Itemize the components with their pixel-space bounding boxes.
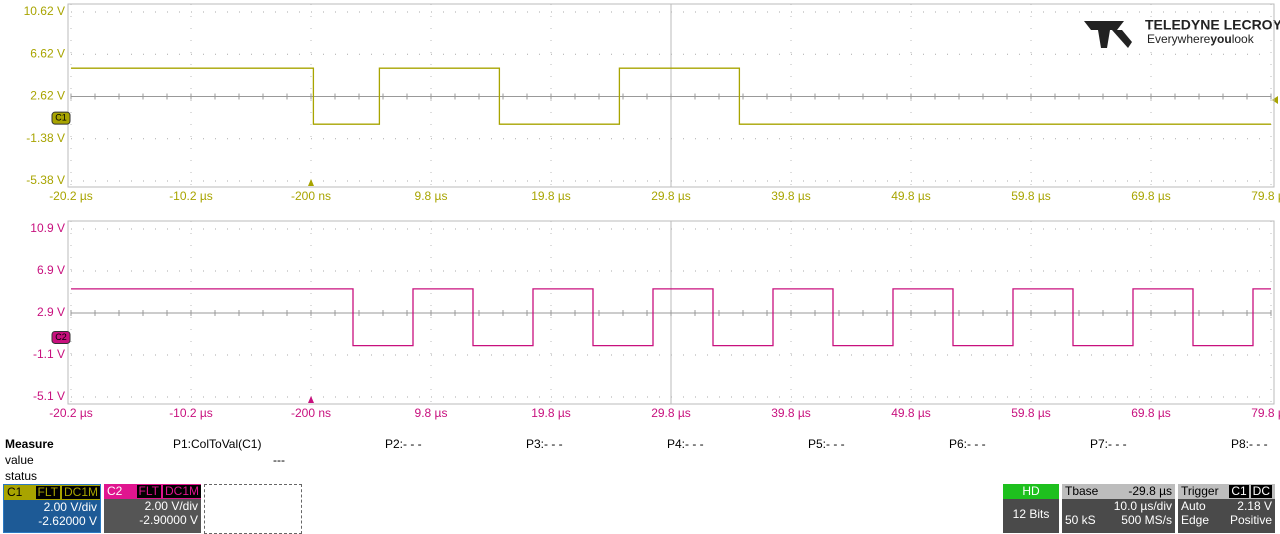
badge: FLT	[136, 484, 161, 498]
y-tick-label: 6.62 V	[30, 46, 65, 60]
logo-icon	[1098, 30, 1110, 48]
logo: TELEDYNE LECROY Everywhereyoulook	[1084, 17, 1280, 48]
x-tick-label: -200 ns	[291, 406, 331, 420]
trigger-marker	[308, 396, 314, 403]
x-tick-label: 19.8 µs	[531, 406, 571, 420]
x-tick-label: 79.8 µs	[1251, 189, 1280, 203]
empty-slot[interactable]	[204, 484, 302, 534]
x-tick-label: 39.8 µs	[771, 189, 811, 203]
badge: DC	[1250, 484, 1272, 498]
logo-brand: TELEDYNE LECROY	[1145, 17, 1280, 33]
x-tick-label: -10.2 µs	[169, 189, 213, 203]
x-tick-label: 9.8 µs	[415, 189, 448, 203]
y-tick-label: 2.9 V	[37, 305, 65, 319]
trigger-level: 2.18 V	[1237, 499, 1272, 513]
channel-marker	[51, 111, 71, 125]
tagline-part: look	[1232, 32, 1255, 46]
channel-marker-label: C2	[55, 332, 67, 342]
channel-offset: -2.90000 V	[139, 513, 198, 527]
tagline-part: you	[1210, 32, 1231, 46]
x-tick-label: -200 ns	[291, 189, 331, 203]
x-tick-label: 59.8 µs	[1011, 406, 1051, 420]
y-tick-label: -1.1 V	[33, 347, 65, 361]
logo-icon	[1112, 30, 1132, 48]
hd-bits: 12 Bits	[1012, 507, 1050, 521]
channel-name: C2	[107, 484, 123, 498]
x-tick-label: 59.8 µs	[1011, 189, 1051, 203]
x-tick-label: 9.8 µs	[415, 406, 448, 420]
param-header: P7:- - -	[1090, 437, 1127, 451]
badge: DC1M	[61, 485, 100, 499]
channel-marker	[51, 330, 71, 344]
y-tick-label: 2.62 V	[30, 89, 65, 103]
timebase-box[interactable]: Tbase -29.8 µs 10.0 µs/div 50 kS 500 MS/s	[1062, 484, 1175, 533]
x-tick-label: 19.8 µs	[531, 189, 571, 203]
measure-title: Measure	[5, 437, 54, 451]
row-label: value	[5, 453, 34, 467]
channel-scale: 2.00 V/div	[43, 500, 97, 514]
row-label: status	[5, 469, 38, 483]
tbase-delay: -29.8 µs	[1128, 484, 1172, 498]
y-tick-label: -5.38 V	[26, 173, 65, 187]
y-tick-label: 6.9 V	[37, 263, 65, 277]
x-tick-label: 29.8 µs	[651, 406, 691, 420]
y-tick-label: 10.9 V	[30, 221, 65, 235]
trace	[71, 288, 1271, 347]
x-tick-label: -20.2 µs	[49, 189, 93, 203]
channel-box[interactable]: C2 FLT DC1M 2.00 V/div -2.90000 V	[104, 484, 201, 533]
param-header: P5:- - -	[808, 437, 845, 451]
channel-header: C1 FLT DC1M	[4, 485, 100, 500]
param-header: P4:- - -	[667, 437, 704, 451]
trigger-level-marker	[1272, 96, 1278, 104]
trigger-slope: Positive	[1229, 513, 1272, 527]
hd-box[interactable]: HD 12 Bits	[1003, 484, 1059, 533]
channel-offset: -2.62000 V	[38, 514, 97, 528]
trigger-mode: Auto	[1181, 499, 1206, 513]
logo-tagline: Everywhereyoulook	[1147, 32, 1255, 46]
badge: C1	[1229, 484, 1249, 498]
param-header: P6:- - -	[949, 437, 986, 451]
tbase-scale: 10.0 µs/div	[1113, 499, 1172, 513]
trigger-marker	[308, 179, 314, 186]
param-header: P8:- - -	[1231, 437, 1268, 451]
y-tick-label: 10.62 V	[24, 4, 65, 18]
x-tick-label: 49.8 µs	[891, 189, 931, 203]
param-header: P1:ColToVal(C1)	[173, 437, 262, 451]
x-tick-label: 79.8 µs	[1251, 406, 1280, 420]
x-tick-label: -20.2 µs	[49, 406, 93, 420]
logo-icon	[1084, 21, 1124, 30]
tbase-title: Tbase	[1065, 484, 1099, 498]
trigger-box[interactable]: Trigger C1 DC Auto 2.18 V Edge Positive	[1178, 484, 1275, 533]
param-header: P2:- - -	[385, 437, 422, 451]
tbase-rate: 500 MS/s	[1121, 513, 1172, 527]
tagline-part: Everywhere	[1147, 32, 1211, 46]
param-value: ---	[273, 453, 285, 467]
x-tick-label: 49.8 µs	[891, 406, 931, 420]
trace	[71, 67, 1271, 125]
param-header: P3:- - -	[526, 437, 563, 451]
x-tick-label: 29.8 µs	[651, 189, 691, 203]
x-tick-label: -10.2 µs	[169, 406, 213, 420]
x-tick-label: 39.8 µs	[771, 406, 811, 420]
badge: FLT	[35, 485, 60, 499]
badge: DC1M	[162, 484, 201, 498]
channel-header: C2 FLT DC1M	[104, 484, 201, 499]
trigger-type: Edge	[1181, 513, 1210, 527]
channel-marker-label: C1	[55, 113, 67, 123]
x-tick-label: 69.8 µs	[1131, 189, 1171, 203]
channel-box[interactable]: C1 FLT DC1M 2.00 V/div -2.62000 V	[3, 484, 101, 533]
channel-name: C1	[7, 485, 23, 499]
tbase-samples: 50 kS	[1065, 513, 1096, 527]
y-tick-label: -5.1 V	[33, 389, 65, 403]
hd-title: HD	[1003, 484, 1059, 499]
trigger-title: Trigger	[1181, 484, 1219, 498]
x-tick-label: 69.8 µs	[1131, 406, 1171, 420]
channel-scale: 2.00 V/div	[144, 499, 198, 513]
y-tick-label: -1.38 V	[26, 131, 65, 145]
